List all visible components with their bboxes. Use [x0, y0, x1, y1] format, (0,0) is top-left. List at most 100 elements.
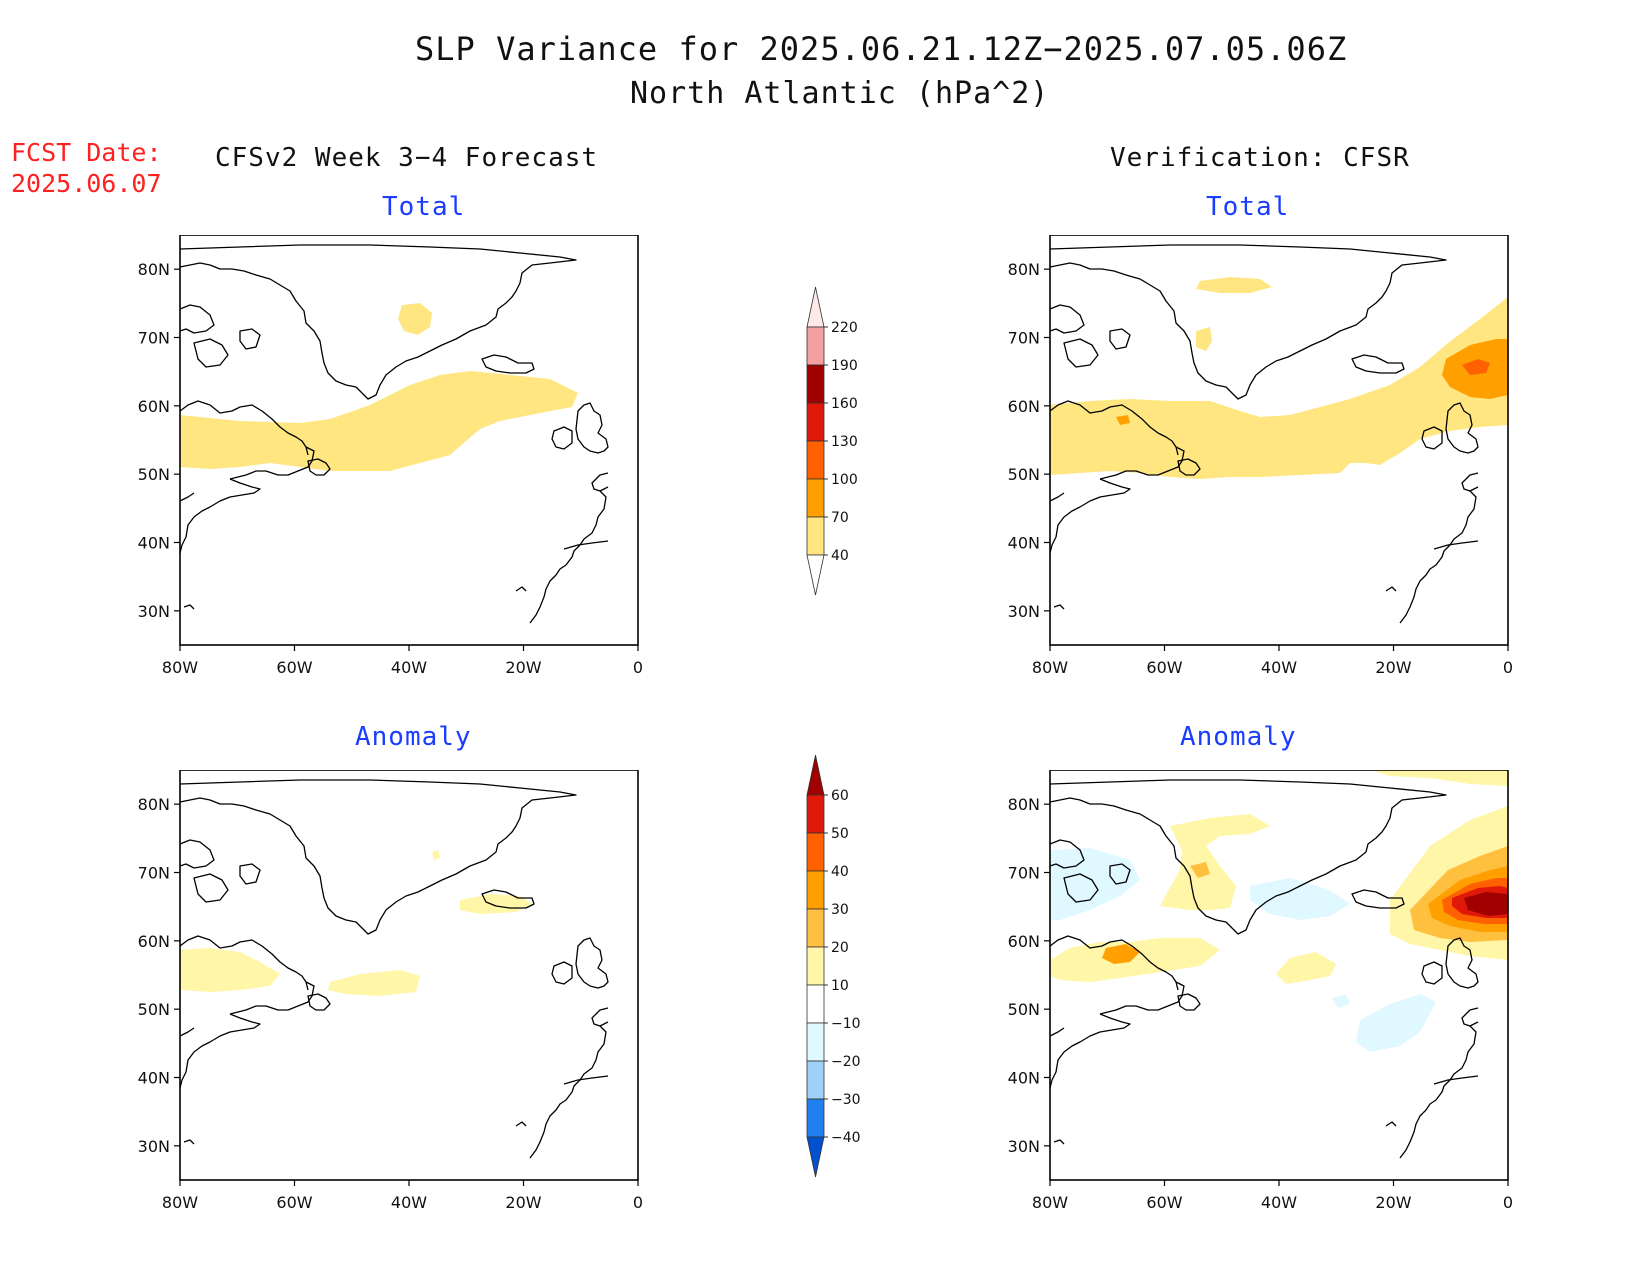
lon-tick-label: 40W	[391, 1193, 427, 1212]
lon-tick-label: 60W	[276, 1193, 312, 1212]
lat-tick-label: 80N	[138, 795, 170, 814]
lat-tick-label: 60N	[138, 932, 170, 951]
lat-tick-label: 70N	[138, 329, 170, 348]
colorbar-level-label: 160	[831, 396, 858, 412]
colorbar-level-label: −40	[831, 1130, 861, 1146]
map-verification-anomaly: 80N 70N 60N 50N 40N 30N 80W 60W 40W 20W 0	[1008, 770, 1513, 1212]
lat-tick-label: 40N	[138, 534, 170, 553]
colorbar-box	[806, 516, 825, 556]
panel-title-forecast-anomaly: Anomaly	[355, 722, 472, 752]
colorbar-level-label: 30	[831, 902, 849, 918]
lat-tick-label: 40N	[1008, 534, 1040, 553]
colorbar-anomaly-labels: 60 50 40 30 20 10 −10 −20 −30 −40	[824, 788, 861, 1146]
lat-tick-label: 50N	[1008, 1000, 1040, 1019]
shade-40-band	[1050, 297, 1508, 479]
colorbar-anomaly-boxes	[806, 755, 825, 1178]
colorbar-total: 220 190 160 130 100 70 40	[806, 286, 858, 596]
map-forecast-anomaly: 80N 70N 60N 50N 40N 30N 80W 60W 40W 20W 0	[138, 770, 643, 1212]
colorbar-level-label: 10	[831, 978, 849, 994]
lat-tick-label: 80N	[138, 260, 170, 279]
lat-tick-label: 50N	[138, 465, 170, 484]
axes-forecast-total: 80N 70N 60N 50N 40N 30N 80W 60W 40W 20W 0	[138, 260, 643, 677]
lon-tick-label: 20W	[1375, 658, 1411, 677]
shade-10-iceland	[460, 894, 532, 914]
shade-40-top	[1196, 277, 1272, 293]
colorbar-box	[806, 402, 825, 442]
shade-100	[1462, 359, 1490, 375]
colorbar-level-label: −10	[831, 1016, 861, 1032]
lat-tick-label: 40N	[138, 1069, 170, 1088]
colorbar-anomaly: 60 50 40 30 20 10 −10 −20 −30 −40	[806, 755, 861, 1178]
axes-verification-anomaly: 80N 70N 60N 50N 40N 30N 80W 60W 40W 20W 0	[1008, 795, 1513, 1212]
lat-tick-label: 70N	[138, 864, 170, 883]
shade-10-west	[180, 948, 280, 992]
lon-tick-label: 0	[1503, 658, 1513, 677]
panel-title-forecast-total: Total	[382, 192, 466, 222]
colorbar-box	[806, 478, 825, 518]
lon-tick-label: 80W	[1032, 1193, 1068, 1212]
map-verification-total: 80N 70N 60N 50N 40N 30N 80W 60W 40W 20W 0	[1008, 235, 1513, 677]
colorbar-level-label: 100	[831, 472, 858, 488]
lon-tick-label: 60W	[1146, 1193, 1182, 1212]
lat-tick-label: 30N	[1008, 602, 1040, 621]
colorbar-box	[806, 1060, 825, 1100]
colorbar-level-label: 50	[831, 826, 849, 842]
colorbar-bottom-arrow	[806, 1136, 825, 1178]
panel-title-verification-anomaly: Anomaly	[1180, 722, 1297, 752]
colorbar-level-label: −30	[831, 1092, 861, 1108]
shade-40-blob	[398, 303, 432, 335]
chart-title: SLP Variance for 2025.06.21.12Z−2025.07.…	[415, 30, 1348, 68]
shade-10-mid	[1276, 952, 1336, 984]
colorbar-level-label: 70	[831, 510, 849, 526]
lon-tick-label: 0	[1503, 1193, 1513, 1212]
shade-10-dot	[432, 850, 440, 860]
lon-tick-label: 40W	[1261, 658, 1297, 677]
lat-tick-label: 60N	[1008, 397, 1040, 416]
lon-tick-label: 20W	[1375, 1193, 1411, 1212]
colorbar-box	[806, 326, 825, 366]
colorbar-box	[806, 794, 825, 834]
colorbar-level-label: 130	[831, 434, 858, 450]
colorbar-top-arrow	[806, 286, 825, 328]
colorbar-bottom-arrow	[806, 554, 825, 596]
shade-neg10-small	[1332, 994, 1350, 1008]
lon-tick-label: 60W	[276, 658, 312, 677]
colorbar-level-label: 220	[831, 320, 858, 336]
colorbar-box	[806, 908, 825, 948]
shade-40-band	[180, 371, 578, 471]
chart-subtitle: North Atlantic (hPa^2)	[630, 76, 1050, 111]
colorbar-level-label: 40	[831, 548, 849, 564]
map-forecast-total: 80N 70N 60N 50N 40N 30N 80W 60W 40W 20W 0	[138, 235, 643, 677]
shade-70-small	[1116, 415, 1130, 425]
fcst-date-label: FCST Date:	[11, 138, 162, 167]
colorbar-box	[806, 364, 825, 404]
lon-tick-label: 0	[633, 658, 643, 677]
lon-tick-label: 80W	[162, 658, 198, 677]
colorbar-box	[806, 440, 825, 480]
colorbar-box	[806, 984, 825, 1024]
axes-forecast-anomaly: 80N 70N 60N 50N 40N 30N 80W 60W 40W 20W 0	[138, 795, 643, 1212]
lat-tick-label: 70N	[1008, 329, 1040, 348]
column-title-verification: Verification: CFSR	[1110, 143, 1410, 173]
lat-tick-label: 60N	[1008, 932, 1040, 951]
shade-10-top	[1370, 770, 1508, 786]
shade-60-east	[1464, 892, 1508, 916]
lat-tick-label: 80N	[1008, 795, 1040, 814]
lon-tick-label: 0	[633, 1193, 643, 1212]
fcst-date-value: 2025.06.07	[11, 169, 162, 198]
colorbar-box	[806, 1022, 825, 1062]
shade-20-lab	[1102, 944, 1140, 964]
colorbar-level-label: 40	[831, 864, 849, 880]
colorbar-level-label: 190	[831, 358, 858, 374]
shade-neg10-south	[1356, 994, 1436, 1052]
colorbar-box	[806, 1098, 825, 1138]
colorbar-level-label: −20	[831, 1054, 861, 1070]
colorbar-box	[806, 946, 825, 986]
lat-tick-label: 30N	[1008, 1137, 1040, 1156]
column-title-forecast: CFSv2 Week 3−4 Forecast	[215, 143, 599, 173]
axes-verification-total: 80N 70N 60N 50N 40N 30N 80W 60W 40W 20W 0	[1008, 260, 1513, 677]
lon-tick-label: 40W	[1261, 1193, 1297, 1212]
panel-title-verification-total: Total	[1206, 192, 1290, 222]
colorbar-top-arrow	[806, 755, 825, 796]
lat-tick-label: 50N	[1008, 465, 1040, 484]
